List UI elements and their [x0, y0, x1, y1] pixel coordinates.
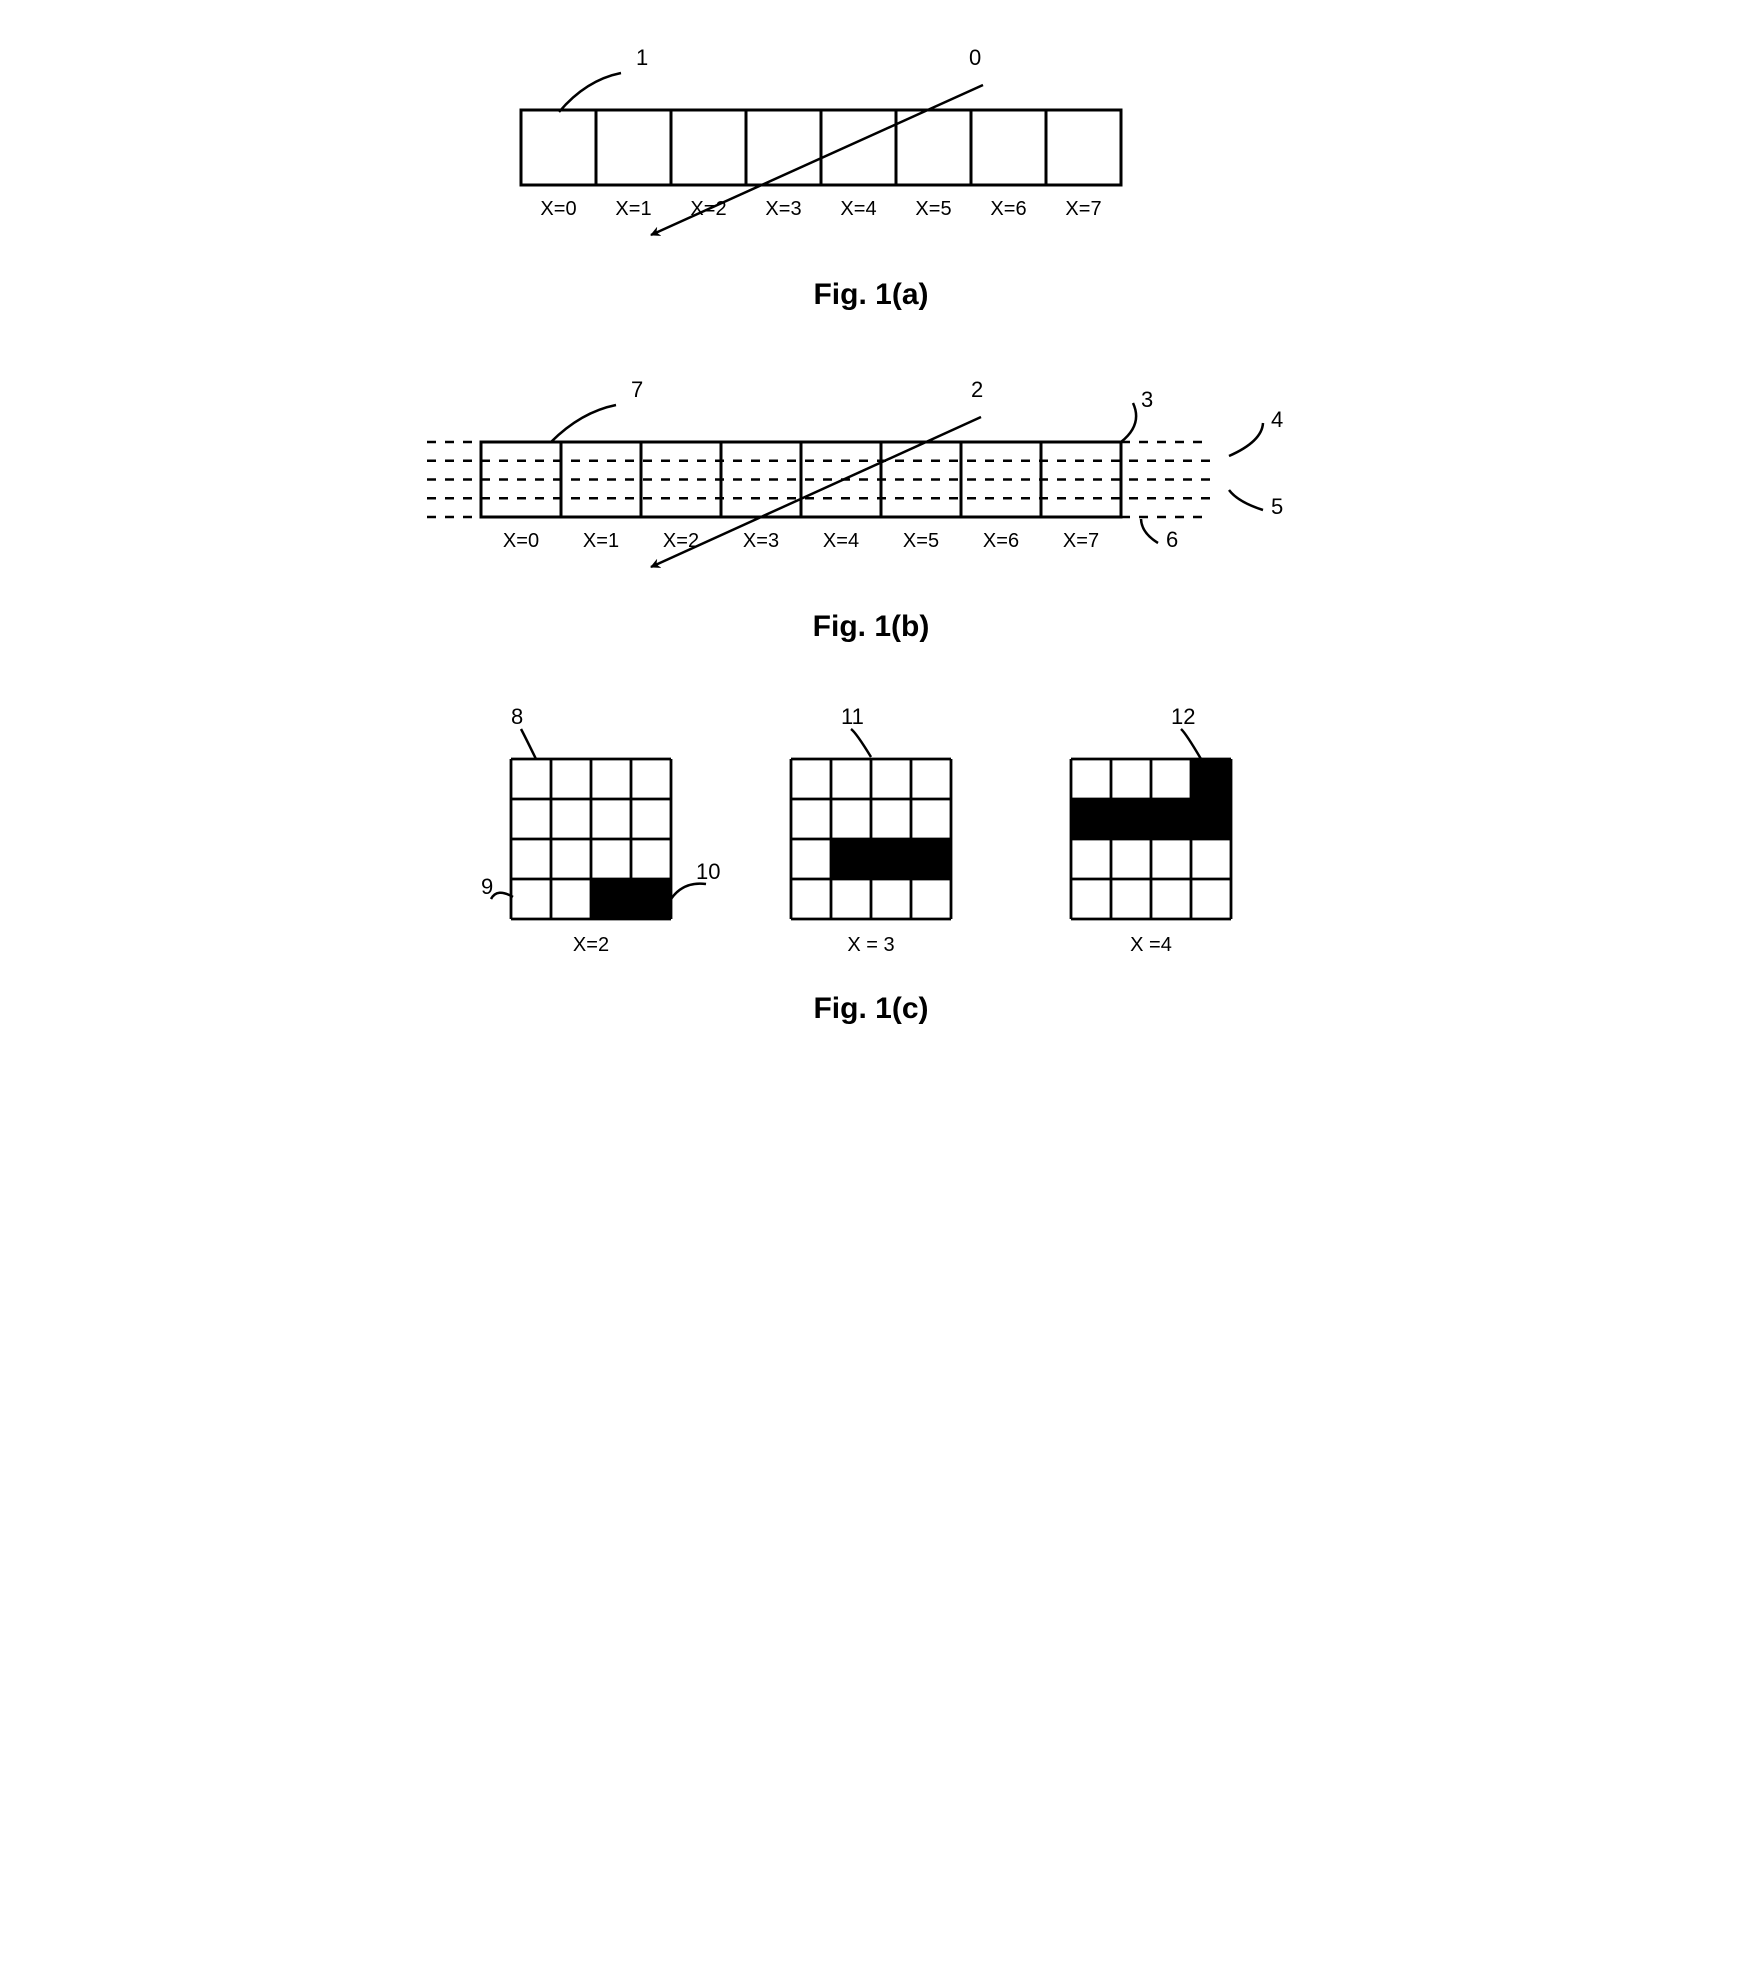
- fig-a-svg: X=0X=1X=2X=3X=4X=5X=6X=710: [421, 40, 1321, 270]
- filled-cell: [631, 879, 671, 919]
- axis-label: X=5: [915, 198, 951, 220]
- leader: [1181, 729, 1201, 759]
- callout-2: 2: [971, 377, 983, 402]
- callout-12: 12: [1171, 704, 1195, 729]
- callout-1: 1: [636, 45, 648, 70]
- filled-cell: [911, 839, 951, 879]
- callout-6: 6: [1166, 527, 1178, 552]
- fig-c-svg: X=2 8 9 10 X = 3 11 X =4 12: [421, 704, 1321, 984]
- cell: [971, 110, 1046, 185]
- filled-cell: [1111, 799, 1151, 839]
- axis-label: X=1: [615, 198, 651, 220]
- cell: [521, 110, 596, 185]
- figure-container: X=0X=1X=2X=3X=4X=5X=6X=710 Fig. 1(a) X=0…: [421, 40, 1321, 1026]
- cell: [896, 110, 971, 185]
- cell: [821, 110, 896, 185]
- callout-0: 0: [969, 45, 981, 70]
- filled-cell: [871, 839, 911, 879]
- leader: [1141, 519, 1158, 543]
- filled-cell: [591, 879, 631, 919]
- leader: [559, 73, 621, 112]
- axis-label: X=5: [903, 530, 939, 552]
- filled-cell: [1191, 799, 1231, 839]
- leader: [851, 729, 871, 757]
- axis-label: X=1: [583, 530, 619, 552]
- figure-1c: X=2 8 9 10 X = 3 11 X =4 12 Fig. 1(c): [421, 704, 1321, 1026]
- figure-1a: X=0X=1X=2X=3X=4X=5X=6X=710 Fig. 1(a): [421, 40, 1321, 312]
- filled-cell: [1151, 799, 1191, 839]
- callout-5: 5: [1271, 494, 1283, 519]
- callout-4: 4: [1271, 407, 1283, 432]
- axis-label: X=4: [823, 530, 859, 552]
- axis-label: X=7: [1063, 530, 1099, 552]
- callout-9: 9: [481, 874, 493, 899]
- leader: [521, 729, 536, 759]
- axis-label: X=3: [765, 198, 801, 220]
- grid-label: X = 3: [847, 934, 894, 956]
- fig-b-svg: X=0X=1X=2X=3X=4X=5X=6X=7723456: [421, 372, 1321, 602]
- filled-cell: [1191, 759, 1231, 799]
- fig-c-caption: Fig. 1(c): [421, 992, 1321, 1026]
- leader: [671, 884, 706, 899]
- fig-a-caption: Fig. 1(a): [421, 278, 1321, 312]
- cell: [671, 110, 746, 185]
- filled-cell: [831, 839, 871, 879]
- axis-label: X=6: [990, 198, 1026, 220]
- axis-label: X=3: [743, 530, 779, 552]
- callout-8: 8: [511, 704, 523, 729]
- callout-7: 7: [631, 377, 643, 402]
- callout-10: 10: [696, 859, 720, 884]
- axis-label: X=7: [1065, 198, 1101, 220]
- leader: [1229, 490, 1263, 510]
- fig-b-caption: Fig. 1(b): [421, 610, 1321, 644]
- axis-label: X=0: [503, 530, 539, 552]
- axis-label: X=0: [540, 198, 576, 220]
- leader: [1229, 423, 1263, 456]
- filled-cell: [1071, 799, 1111, 839]
- grid-label: X=2: [573, 934, 609, 956]
- leader: [551, 405, 616, 442]
- axis-label: X=6: [983, 530, 1019, 552]
- axis-label: X=4: [840, 198, 876, 220]
- callout-11: 11: [841, 704, 864, 729]
- grid-label: X =4: [1130, 934, 1172, 956]
- leader: [1121, 403, 1136, 442]
- callout-3: 3: [1141, 387, 1153, 412]
- cell: [746, 110, 821, 185]
- figure-1b: X=0X=1X=2X=3X=4X=5X=6X=7723456 Fig. 1(b): [421, 372, 1321, 644]
- cell: [1046, 110, 1121, 185]
- cell: [596, 110, 671, 185]
